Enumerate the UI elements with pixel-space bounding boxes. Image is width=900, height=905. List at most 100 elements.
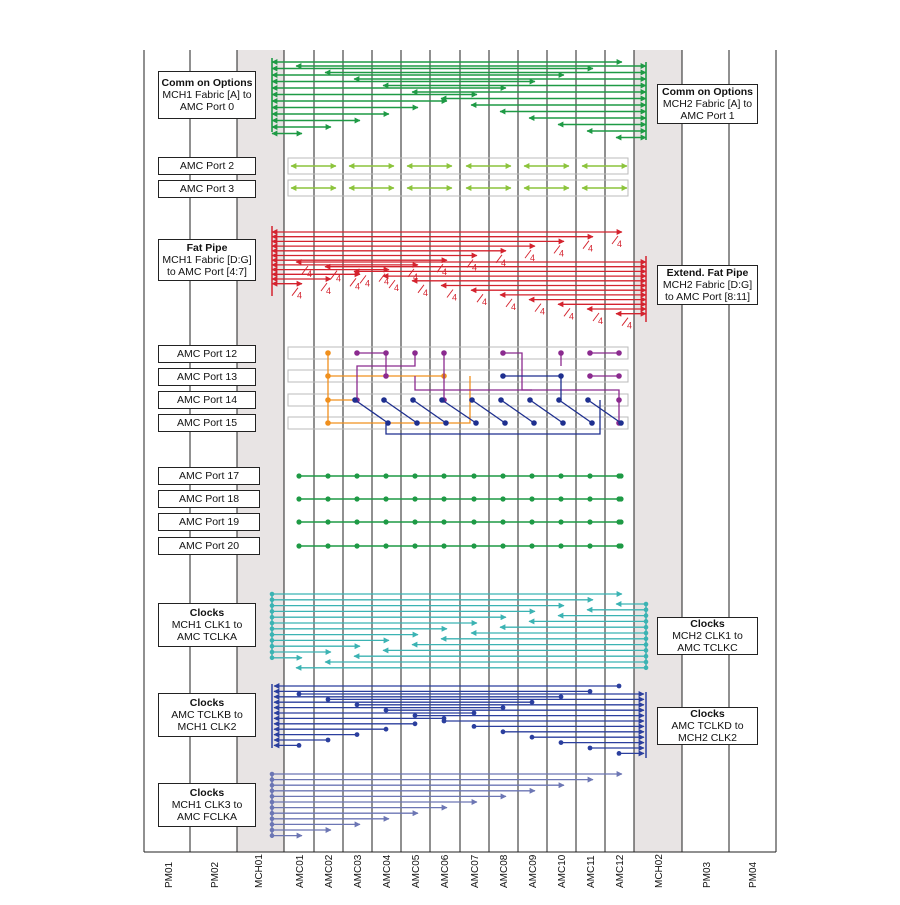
port-20-node-7 — [471, 543, 477, 549]
purple-node-6 — [558, 350, 564, 356]
label-clk5: Clocks AMC TCLKD to MCH2 CLK2 — [657, 707, 758, 745]
fat-pipe-mch2-tick-9 — [534, 303, 542, 312]
column-label-pm04: PM04 — [748, 861, 759, 888]
label-clk3-title: Clocks — [189, 787, 225, 799]
column-label-amc01: AMC01 — [295, 854, 306, 888]
clk3-node-6 — [269, 799, 275, 805]
label-clk4-line-2: AMC TCLKC — [677, 642, 738, 654]
clk1-node-2 — [269, 597, 275, 603]
navy-diagonal-5 — [471, 399, 506, 424]
port-18-node-3 — [354, 496, 360, 502]
column-label-amc04: AMC04 — [382, 854, 393, 888]
clk2-node-4 — [529, 699, 535, 705]
port-20-node-1 — [296, 543, 302, 549]
label-fp2-line-2: to AMC Port [8:11] — [664, 291, 750, 303]
navy-node-a-4 — [439, 397, 445, 403]
clk4-node-8 — [643, 642, 649, 647]
label-p13-line-1: AMC Port 13 — [176, 371, 238, 383]
column-label-pm03: PM03 — [702, 861, 713, 888]
port-18-node-1 — [296, 496, 302, 502]
port-20-node-5 — [412, 543, 418, 549]
port-17-node-5 — [412, 473, 418, 479]
navy-node-a-6 — [498, 397, 504, 403]
clk4-node-4 — [643, 619, 649, 624]
purple-node-11 — [616, 373, 622, 379]
fat-pipe-mch2-width-2: 4 — [336, 274, 341, 284]
label-co1-line-2: AMC Port 0 — [179, 101, 235, 113]
port-17-node-11 — [587, 473, 593, 479]
label-p18-line-1: AMC Port 18 — [178, 493, 240, 505]
column-names: PM01 PM02 MCH01 AMC01 AMC02 AMC03 AMC04 AMC05 AM… — [164, 854, 759, 888]
port-12-frame — [287, 346, 629, 360]
port-18-node-6 — [441, 496, 447, 502]
fat-pipe-mch2-tick-12 — [621, 317, 629, 326]
port-20-node-end — [618, 543, 624, 549]
clk5-node-4 — [383, 707, 389, 713]
label-clk2-title: Clocks — [189, 697, 225, 709]
label-p13: AMC Port 13 — [158, 368, 256, 386]
label-co1-line-1: MCH1 Fabric [A] to — [162, 89, 252, 101]
fat-pipe-mch2-width-10: 4 — [569, 311, 574, 321]
clk5-node-5 — [412, 713, 418, 718]
navy-node-c2 — [558, 373, 564, 379]
fat-pipe-mch2-tick-5 — [417, 284, 425, 294]
label-p14-line-1: AMC Port 14 — [176, 394, 238, 406]
fat-pipe-mch2-tick-6 — [446, 289, 454, 298]
label-co2-line-1: MCH2 Fabric [A] to — [662, 98, 753, 110]
port-12-15-mesh — [287, 346, 629, 435]
clk1-node-5 — [269, 614, 275, 620]
column-label-amc09: AMC09 — [528, 854, 539, 888]
clk3-node-11 — [269, 827, 275, 833]
port-17-node-1 — [296, 473, 302, 479]
label-co2-title: Comm on Options — [662, 86, 753, 98]
navy-diagonal-9 — [587, 399, 622, 424]
clk1-node-10 — [269, 643, 275, 649]
label-clk4-line-1: MCH2 CLK1 to — [672, 630, 743, 642]
clk4-node-12 — [643, 665, 649, 671]
column-label-amc02: AMC02 — [324, 854, 335, 888]
navy-diagonal-4 — [441, 399, 477, 424]
port-18-node-10 — [558, 496, 564, 502]
purple-node-7 — [587, 350, 593, 356]
port-18-node-end — [618, 496, 624, 502]
fat-pipe-mch1-tick-2 — [582, 240, 590, 249]
port-20-node-11 — [587, 543, 593, 549]
clk5-node-7 — [471, 724, 477, 729]
port-18-node-4 — [383, 496, 389, 502]
clk5-node-2 — [325, 697, 331, 702]
fat-pipe-mch2-width-12: 4 — [627, 321, 632, 331]
port-17-node-4 — [383, 473, 389, 479]
fat-pipe-mch1-tick-11 — [320, 282, 328, 292]
label-p2-line-1: AMC Port 2 — [179, 160, 235, 172]
clk4-node-2 — [643, 607, 649, 613]
port-17-node-7 — [471, 473, 477, 479]
label-co1: Comm on Options MCH1 Fabric [A] to AMC Por… — [158, 71, 256, 119]
common-options-links — [271, 58, 647, 141]
clk5-node-3 — [354, 702, 360, 708]
clk3-node-2 — [269, 777, 275, 782]
port-14-frame — [287, 393, 629, 407]
port-2-3-links — [287, 157, 629, 197]
clk2-node-5 — [500, 705, 506, 710]
clk5-node-8 — [500, 729, 506, 735]
port-20-node-9 — [529, 543, 535, 549]
orange-node-3 — [325, 397, 331, 403]
port-19-node-6 — [441, 519, 447, 525]
purple-node-10 — [587, 373, 593, 379]
port-18-node-8 — [500, 496, 506, 502]
port-18-node-7 — [471, 496, 477, 502]
navy-diagonal-2 — [383, 399, 418, 424]
fat-pipe-mch2-tick-2 — [330, 270, 338, 279]
column-label-amc05: AMC05 — [411, 854, 422, 888]
label-clk5-line-2: MCH2 CLK2 — [678, 732, 737, 744]
label-p19: AMC Port 19 — [158, 513, 260, 531]
navy-node-a-3 — [410, 397, 416, 403]
label-fp1-line-2: to AMC Port [4:7] — [167, 266, 247, 278]
fat-pipe-mch1-width-12: 4 — [297, 291, 302, 301]
label-p18: AMC Port 18 — [158, 490, 260, 508]
navy-node-b-8 — [589, 420, 595, 426]
clk1-node-4 — [269, 609, 275, 614]
label-p14: AMC Port 14 — [158, 391, 256, 409]
fat-pipe-mch1-width-2: 4 — [588, 244, 593, 254]
